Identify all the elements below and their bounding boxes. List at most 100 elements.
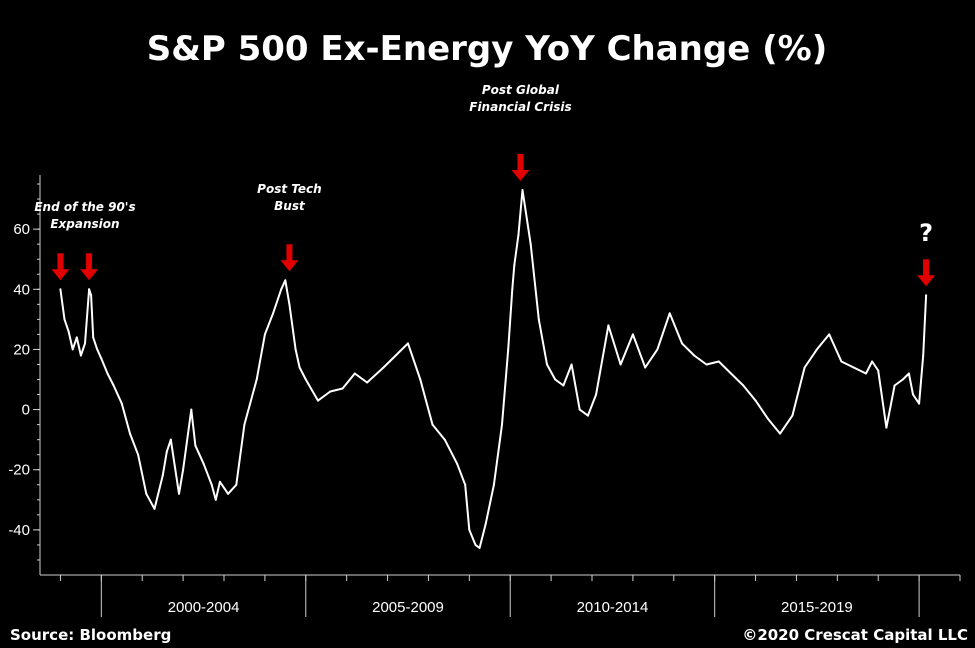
data-point <box>644 366 647 369</box>
data-point <box>484 522 487 525</box>
data-point <box>595 393 598 396</box>
data-point <box>546 363 549 366</box>
data-point <box>353 372 356 375</box>
data-point <box>478 546 481 549</box>
data-point <box>128 432 131 435</box>
data-point <box>407 342 409 345</box>
chart-title: S&P 500 Ex-Energy YoY Change (%) <box>147 29 828 69</box>
down-arrow-icon <box>280 244 299 272</box>
data-point <box>864 372 867 375</box>
source-note: Source: Bloomberg <box>10 626 171 644</box>
data-point <box>59 288 62 291</box>
annotation-line: Post Tech <box>257 182 322 196</box>
data-point <box>492 483 495 486</box>
x-period-label: 2005-2009 <box>372 599 444 616</box>
data-point <box>235 483 238 486</box>
data-point <box>742 384 745 387</box>
series-line-0 <box>59 189 928 549</box>
data-point <box>294 348 297 351</box>
data-point <box>83 342 86 345</box>
data-point <box>63 318 66 321</box>
data-point <box>852 366 855 369</box>
data-point <box>918 402 921 405</box>
y-tick-label: -20 <box>8 462 30 479</box>
data-point <box>607 324 610 327</box>
data-point <box>578 408 581 411</box>
data-point <box>366 381 369 384</box>
annotation-text: End of the 90's Expansion <box>34 200 135 231</box>
data-point <box>907 372 910 375</box>
data-point <box>243 423 246 426</box>
data-point <box>443 438 446 441</box>
data-point <box>779 432 782 435</box>
data-point <box>79 354 82 357</box>
data-point <box>877 369 880 372</box>
data-point <box>554 378 557 381</box>
x-period-label: 2015-2019 <box>781 599 853 616</box>
data-point <box>717 360 720 363</box>
chart-axes: -40 -20 0 20 40 60 <box>8 175 961 617</box>
data-point <box>165 450 168 453</box>
data-point <box>210 483 213 486</box>
data-point <box>507 348 510 351</box>
data-point <box>893 384 896 387</box>
data-point <box>153 507 156 510</box>
data-point <box>272 312 275 315</box>
annotation-text: Post Global Financial Crisis <box>469 83 571 114</box>
data-point <box>304 378 307 381</box>
data-point <box>100 357 103 360</box>
data-point <box>120 402 123 405</box>
data-point <box>586 414 589 417</box>
data-point <box>885 426 888 429</box>
data-point <box>456 462 459 465</box>
data-point <box>766 417 769 420</box>
data-point <box>521 189 524 192</box>
y-tick-label: 20 <box>13 341 30 358</box>
data-point <box>88 288 91 291</box>
data-point <box>75 336 78 339</box>
annotation-line: Expansion <box>50 217 119 231</box>
data-point <box>828 333 831 336</box>
data-point <box>631 333 634 336</box>
data-point <box>668 312 671 315</box>
data-point <box>341 387 344 390</box>
down-arrow-icon <box>80 253 99 281</box>
data-point <box>90 294 93 297</box>
data-point <box>112 384 115 387</box>
y-tick-label: 40 <box>13 281 30 298</box>
data-point <box>925 294 928 297</box>
data-point <box>329 390 332 393</box>
data-point <box>280 288 283 291</box>
data-point <box>511 288 514 291</box>
data-point <box>298 366 301 369</box>
data-point <box>680 342 683 345</box>
data-point <box>619 363 622 366</box>
data-point <box>570 363 573 366</box>
y-tick-label: 0 <box>22 402 30 419</box>
data-point <box>468 528 471 531</box>
data-point <box>537 318 540 321</box>
down-arrow-icon <box>51 253 70 281</box>
period-labels: 2000-2004 2005-2009 2010-2014 2015-2019 <box>168 599 853 616</box>
data-point <box>182 468 185 471</box>
annotation-line: Bust <box>274 199 306 213</box>
data-point <box>529 243 532 246</box>
data-point <box>169 438 172 441</box>
data-point <box>705 363 708 366</box>
data-point <box>214 498 217 501</box>
annotation-line: Financial Crisis <box>469 100 571 114</box>
data-point <box>871 360 874 363</box>
data-point <box>501 423 504 426</box>
data-point <box>106 372 109 375</box>
data-point <box>803 366 806 369</box>
data-point <box>517 234 520 237</box>
copyright-note: ©2020 Crescat Capital LLC <box>742 626 968 644</box>
data-point <box>317 399 320 402</box>
data-point <box>840 360 843 363</box>
x-period-label: 2000-2004 <box>168 599 240 616</box>
data-point <box>754 399 757 402</box>
data-point <box>815 348 818 351</box>
annotation-text: Post Tech Bust <box>257 182 322 213</box>
